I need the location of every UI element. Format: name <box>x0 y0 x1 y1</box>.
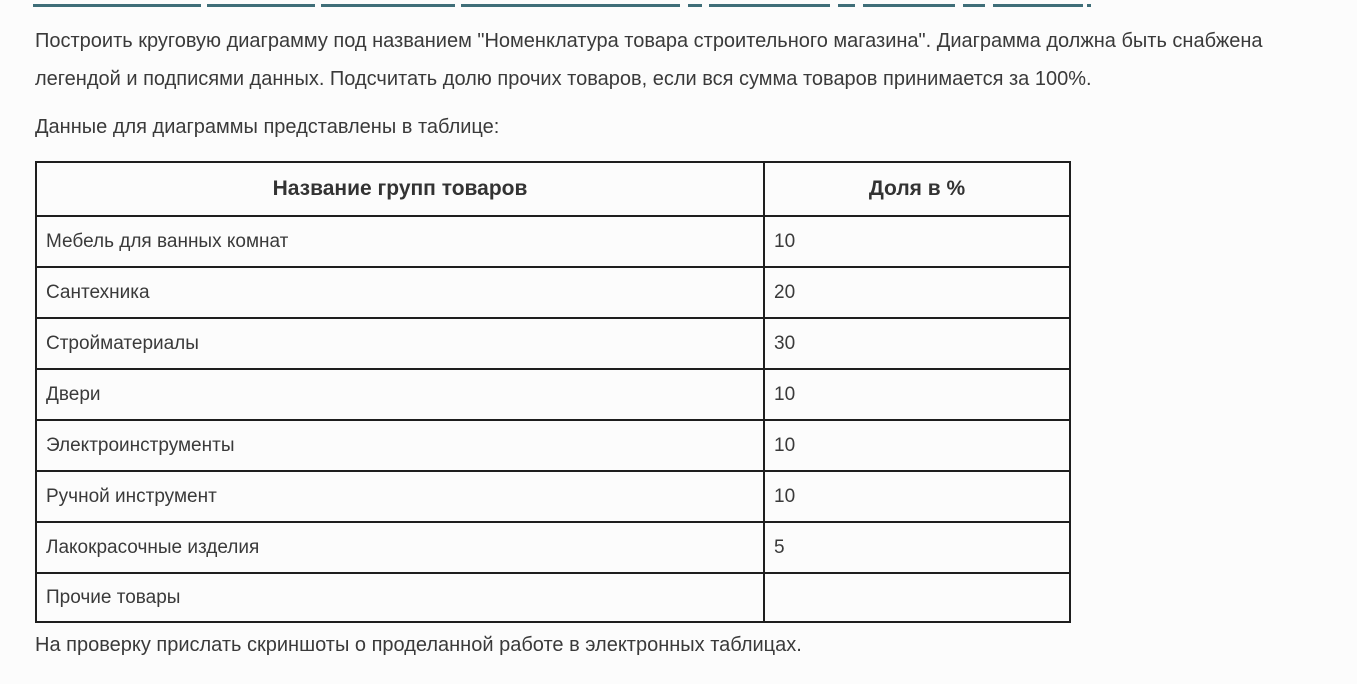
link-underline-segment <box>838 4 855 7</box>
share-value-cell: 10 <box>763 419 1071 472</box>
link-underline-segment <box>461 4 680 7</box>
link-underline-segment <box>688 4 702 7</box>
share-value-cell: 10 <box>763 368 1071 421</box>
table-intro-text: Данные для диаграммы представлены в табл… <box>35 116 500 138</box>
group-name-cell: Сантехника <box>35 266 765 319</box>
column-header-group-name: Название групп товаров <box>35 161 765 217</box>
link-underline-segment <box>33 4 201 7</box>
truncated-top-link[interactable] <box>0 4 1357 8</box>
footer-note: На проверку прислать скриншоты о продела… <box>35 634 802 656</box>
group-name-cell: Двери <box>35 368 765 421</box>
table-row: Двери 10 <box>35 368 1071 421</box>
table-row: Ручной инструмент 10 <box>35 470 1071 523</box>
table-row: Стройматериалы 30 <box>35 317 1071 370</box>
group-name-cell: Стройматериалы <box>35 317 765 370</box>
share-value-cell <box>763 572 1071 623</box>
table-row: Мебель для ванных комнат 10 <box>35 215 1071 268</box>
share-value-cell: 10 <box>763 470 1071 523</box>
link-underline-segment <box>1087 4 1091 7</box>
link-underline-segment <box>863 4 955 7</box>
link-underline-segment <box>207 4 315 7</box>
link-underline-segment <box>963 4 985 7</box>
link-underline-segment <box>709 4 830 7</box>
goods-share-table: Название групп товаров Доля в % Мебель д… <box>35 161 1071 623</box>
table-row: Прочие товары <box>35 572 1071 623</box>
column-header-share: Доля в % <box>763 161 1071 217</box>
group-name-cell: Электроинструменты <box>35 419 765 472</box>
table-header-row: Название групп товаров Доля в % <box>35 161 1071 217</box>
share-value-cell: 5 <box>763 521 1071 574</box>
share-value-cell: 20 <box>763 266 1071 319</box>
table-row: Сантехника 20 <box>35 266 1071 319</box>
page-content: Построить круговую диаграмму под названи… <box>35 30 1263 656</box>
table-row: Лакокрасочные изделия 5 <box>35 521 1071 574</box>
goods-table-body: Мебель для ванных комнат 10 Сантехника 20 Ст… <box>35 215 1071 623</box>
link-underline-segment <box>321 4 455 7</box>
share-value-cell: 10 <box>763 215 1071 268</box>
group-name-cell: Мебель для ванных комнат <box>35 215 765 268</box>
group-name-cell: Прочие товары <box>35 572 765 623</box>
group-name-cell: Ручной инструмент <box>35 470 765 523</box>
task-description: Построить круговую диаграмму под названи… <box>35 30 1263 90</box>
table-row: Электроинструменты 10 <box>35 419 1071 472</box>
share-value-cell: 30 <box>763 317 1071 370</box>
group-name-cell: Лакокрасочные изделия <box>35 521 765 574</box>
link-underline-segment <box>993 4 1083 7</box>
